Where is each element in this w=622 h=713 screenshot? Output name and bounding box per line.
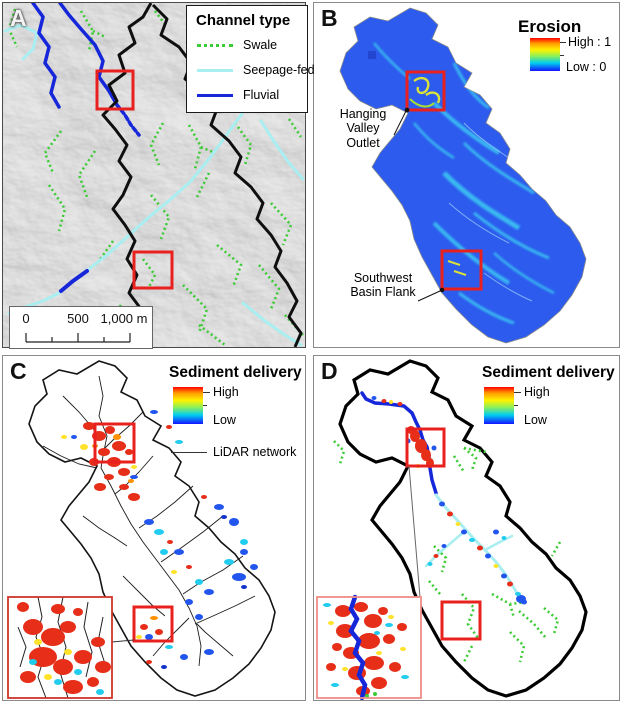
sediment-legend-title-c: Sediment delivery [169,364,302,381]
colorbar-tick-high-c [203,392,210,393]
sediment-low-label-c: Low [213,413,236,427]
erosion-hotspots [409,76,467,276]
channel-type-legend-title: Channel type [196,12,291,29]
seepage-swatch [197,69,233,72]
sediment-legend-title-d: Sediment delivery [482,364,615,381]
sediment-patches-high [83,422,207,664]
colorbar-tick-high-d [514,392,521,393]
highlight-box-hanging-valley [95,69,135,111]
sediment-colorbar-c [173,387,203,424]
sediment-low-label-d: Low [524,413,547,427]
erosion-colorbar [530,38,560,71]
scale-500: 500 [67,311,89,326]
scale-bar: 0 500 1,000 m [9,306,153,349]
scale-ticks [25,333,131,343]
panel-a: A Channel type Swale Seepage-fed Fluvial… [2,2,315,349]
panel-b-label: B [321,5,338,31]
southwest-flank-annotation: Southwest Basin Flank [350,271,416,300]
seepage-label: Seepage-fed [243,63,315,77]
sediment-high-label-c: High [213,385,239,399]
scale-0: 0 [22,311,30,326]
sediment-patches-yellow [61,435,177,639]
colorbar-tick-mid-c [203,405,207,406]
colorbar-tick-mid [560,55,564,56]
swale-swatch [197,44,233,47]
colorbar-tick-high [560,42,566,43]
inset-connector [111,639,135,643]
inset-connector [408,465,421,598]
erosion-high-label: High : 1 [568,35,612,49]
highlight-box-hanging-valley [405,70,446,112]
highlight-box-upper [93,422,136,464]
highlight-box-lower [132,605,174,643]
sediment-colorbar-d [484,387,514,424]
swale-channels-d [333,440,562,663]
hanging-valley-annotation: Hanging Valley Outlet [339,107,387,150]
panel-b-map [339,7,587,344]
panel-c: C Sediment delivery High Low LiDAR netwo… [2,355,306,701]
sediment-patches-low [71,410,258,660]
panel-d: D Sediment delivery High Low [313,355,620,701]
lidar-network-label: LiDAR network [213,445,297,459]
erosion-legend-title: Erosion [518,17,582,36]
fluvial-label: Fluvial [243,88,280,102]
highlight-box-upper [405,427,446,468]
sediment-patches-cyan [154,440,248,649]
panel-d-label: D [321,358,338,384]
fluvial-channels [31,3,141,293]
panel-c-map [7,360,276,699]
lidar-network [42,375,256,667]
highlight-box-southwest-flank [440,249,483,291]
colorbar-tick-mid-d [514,405,518,406]
erosion-low-label: Low : 0 [566,60,607,74]
panel-b: B Erosion High : 1 Low : 0 Hanging Valle… [313,2,620,348]
panel-d-inset [316,594,422,700]
panel-d-map [316,359,588,700]
highlight-box-lower [440,600,482,641]
sediment-patches-darkblue [161,515,247,669]
scale-1000: 1,000 m [100,311,148,326]
sediment-high-label-d: High [524,385,550,399]
panel-a-label: A [10,5,27,31]
panel-c-label: C [10,358,27,384]
channel-type-legend: Channel type Swale Seepage-fed Fluvial [186,5,315,113]
leader-lines [393,107,445,302]
fluvial-swatch [197,94,233,97]
highlight-box-southwest-flank [132,250,174,290]
swale-label: Swale [243,38,278,52]
panel-c-inset [7,596,113,699]
lidar-line-swatch [171,452,207,453]
